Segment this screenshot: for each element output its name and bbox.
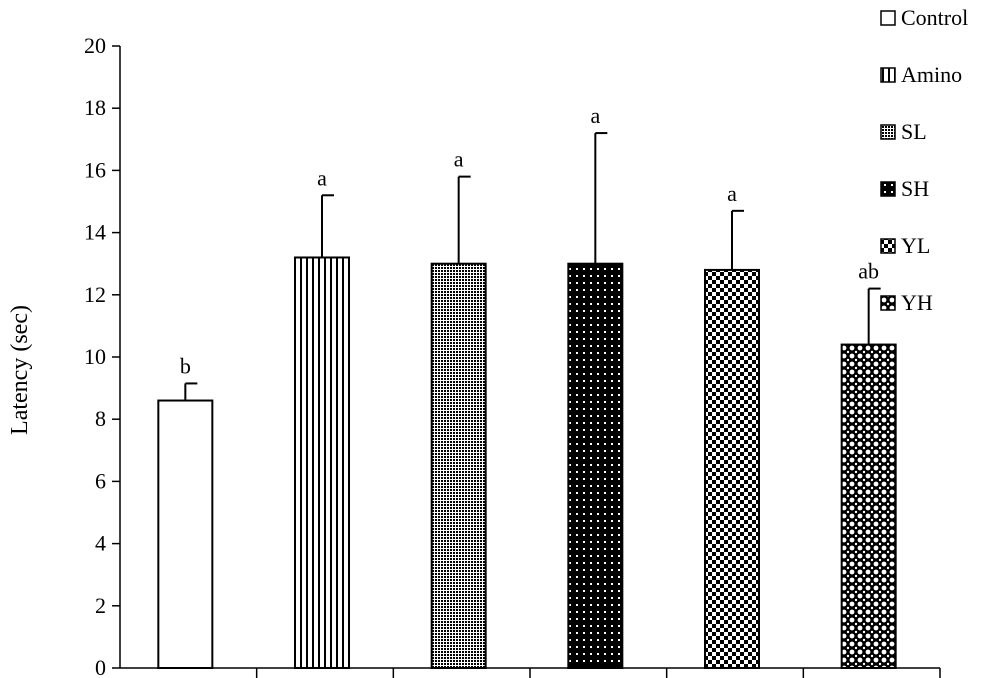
bar-group: a bbox=[430, 147, 487, 669]
y-tick-label: 10 bbox=[84, 344, 106, 369]
significance-label: a bbox=[317, 165, 327, 190]
significance-label: a bbox=[454, 147, 464, 172]
y-tick-label: 16 bbox=[84, 157, 106, 182]
y-tick-label: 20 bbox=[84, 33, 106, 58]
legend-label: Amino bbox=[901, 62, 962, 87]
bars: b a a a a ab bbox=[157, 103, 897, 669]
legend-label: YL bbox=[901, 233, 930, 258]
significance-label: a bbox=[590, 103, 600, 128]
legend-label: Control bbox=[901, 5, 968, 30]
y-tick-label: 0 bbox=[95, 655, 106, 678]
legend-item: Control bbox=[880, 5, 968, 30]
legend-item: Amino bbox=[880, 62, 962, 87]
legend-swatch bbox=[880, 181, 896, 197]
legend-item: YH bbox=[880, 290, 933, 315]
y-tick-label: 6 bbox=[95, 468, 106, 493]
legend-item: SH bbox=[880, 176, 929, 201]
legend-swatch bbox=[880, 238, 896, 254]
bar bbox=[567, 262, 624, 669]
bar bbox=[704, 268, 760, 669]
bar-group: ab bbox=[840, 259, 897, 669]
bar bbox=[840, 343, 897, 669]
y-tick-label: 4 bbox=[95, 531, 106, 556]
y-axis-title: Latency (sec) bbox=[7, 305, 33, 435]
legend-item: YL bbox=[880, 233, 930, 258]
legend-swatch bbox=[880, 295, 896, 311]
legend-label: YH bbox=[901, 290, 933, 315]
significance-label: ab bbox=[858, 259, 879, 284]
y-tick-label: 12 bbox=[84, 282, 106, 307]
legend-item: SL bbox=[880, 119, 927, 144]
bar-group: a bbox=[704, 181, 760, 669]
bar bbox=[294, 256, 350, 669]
y-tick-label: 18 bbox=[84, 95, 106, 120]
bar-group: b bbox=[157, 353, 214, 669]
legend-swatch bbox=[880, 67, 896, 83]
y-tick-label: 14 bbox=[84, 220, 106, 245]
legend-swatch bbox=[880, 124, 896, 140]
y-tick-label: 8 bbox=[95, 406, 106, 431]
bar-group: a bbox=[567, 103, 624, 669]
y-tick-label: 2 bbox=[95, 593, 106, 618]
bar-group: a bbox=[294, 165, 350, 669]
legend-label: SL bbox=[901, 119, 927, 144]
legend: Control Amino SL SH YL YH bbox=[880, 5, 968, 315]
legend-swatch bbox=[880, 10, 896, 26]
y-ticks: 0 2 4 6 8 10 12 14 16 18 20 bbox=[84, 33, 941, 678]
bar bbox=[430, 262, 487, 669]
significance-label: b bbox=[180, 353, 191, 378]
bar bbox=[157, 399, 214, 669]
legend-label: SH bbox=[901, 176, 929, 201]
y-axis: 0 2 4 6 8 10 12 14 16 18 20 bbox=[84, 33, 941, 678]
significance-label: a bbox=[727, 181, 737, 206]
